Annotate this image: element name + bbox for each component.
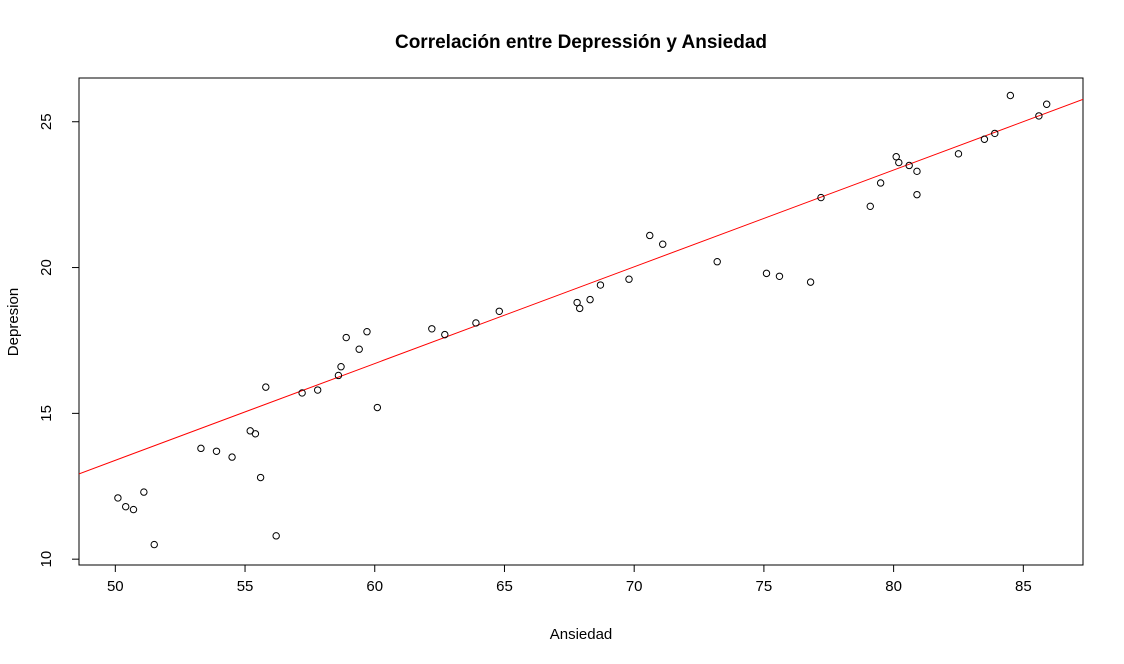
data-point: [313, 386, 322, 394]
regression-line: [79, 98, 1083, 475]
y-tick-label: 25: [38, 113, 55, 130]
y-tick-label: 15: [38, 405, 55, 422]
data-point: [298, 389, 306, 397]
x-tick-label: 75: [756, 578, 773, 595]
y-tick-label: 10: [38, 551, 55, 568]
x-tick-label: 80: [885, 578, 902, 595]
x-tick-label: 65: [496, 578, 513, 595]
x-axis-label: Ansiedad: [550, 626, 613, 643]
data-point: [272, 532, 280, 540]
x-tick-label: 60: [366, 578, 383, 595]
data-point: [646, 231, 654, 240]
data-point: [866, 202, 874, 211]
data-point: [363, 328, 371, 336]
data-point: [806, 278, 815, 286]
data-point: [913, 167, 921, 176]
data-point: [256, 473, 265, 482]
data-point: [625, 275, 633, 283]
y-axis: 10 15 20 25: [38, 113, 80, 568]
x-tick-label: 70: [626, 578, 643, 595]
data-point: [121, 502, 130, 511]
y-axis-label: Depresion: [5, 288, 22, 356]
data-point: [991, 129, 999, 138]
data-point: [337, 363, 345, 371]
data-point: [373, 403, 382, 412]
plot-frame: [78, 77, 1084, 566]
y-tick-label: 20: [38, 259, 55, 276]
data-point: [762, 269, 771, 278]
data-point: [775, 272, 784, 280]
x-tick-label: 55: [237, 578, 254, 595]
data-point: [114, 494, 122, 502]
chart-title: Correlación entre Depressión y Ansiedad: [395, 32, 767, 53]
data-point: [342, 333, 350, 342]
x-axis: 50 55 60 65 70 75 80 85: [107, 564, 1032, 595]
data-point: [472, 319, 480, 327]
data-point: [150, 540, 158, 549]
data-point: [659, 240, 667, 248]
data-point: [713, 258, 721, 266]
points-layer: [114, 91, 1051, 549]
data-point: [212, 447, 221, 455]
data-point: [913, 190, 921, 199]
data-point: [228, 453, 236, 461]
data-point: [251, 430, 260, 438]
data-point: [596, 281, 605, 289]
data-point: [334, 371, 343, 380]
data-point: [586, 295, 594, 304]
data-point: [355, 345, 363, 353]
data-point: [129, 505, 138, 514]
data-point: [895, 158, 903, 167]
data-point: [876, 179, 885, 187]
data-point: [495, 307, 503, 315]
x-tick-label: 85: [1015, 578, 1032, 595]
data-point: [140, 488, 148, 496]
data-point: [1035, 112, 1043, 120]
data-point: [954, 150, 963, 158]
data-point: [1006, 91, 1015, 100]
data-point: [1042, 100, 1051, 108]
data-point: [441, 330, 449, 339]
data-point: [576, 304, 584, 313]
data-point: [428, 325, 436, 333]
data-point: [980, 135, 989, 143]
data-point: [197, 444, 205, 453]
data-point: [905, 161, 913, 170]
fit-line-layer: [79, 98, 1083, 475]
data-point: [817, 193, 825, 202]
data-point: [262, 383, 270, 391]
x-tick-label: 50: [107, 578, 124, 595]
